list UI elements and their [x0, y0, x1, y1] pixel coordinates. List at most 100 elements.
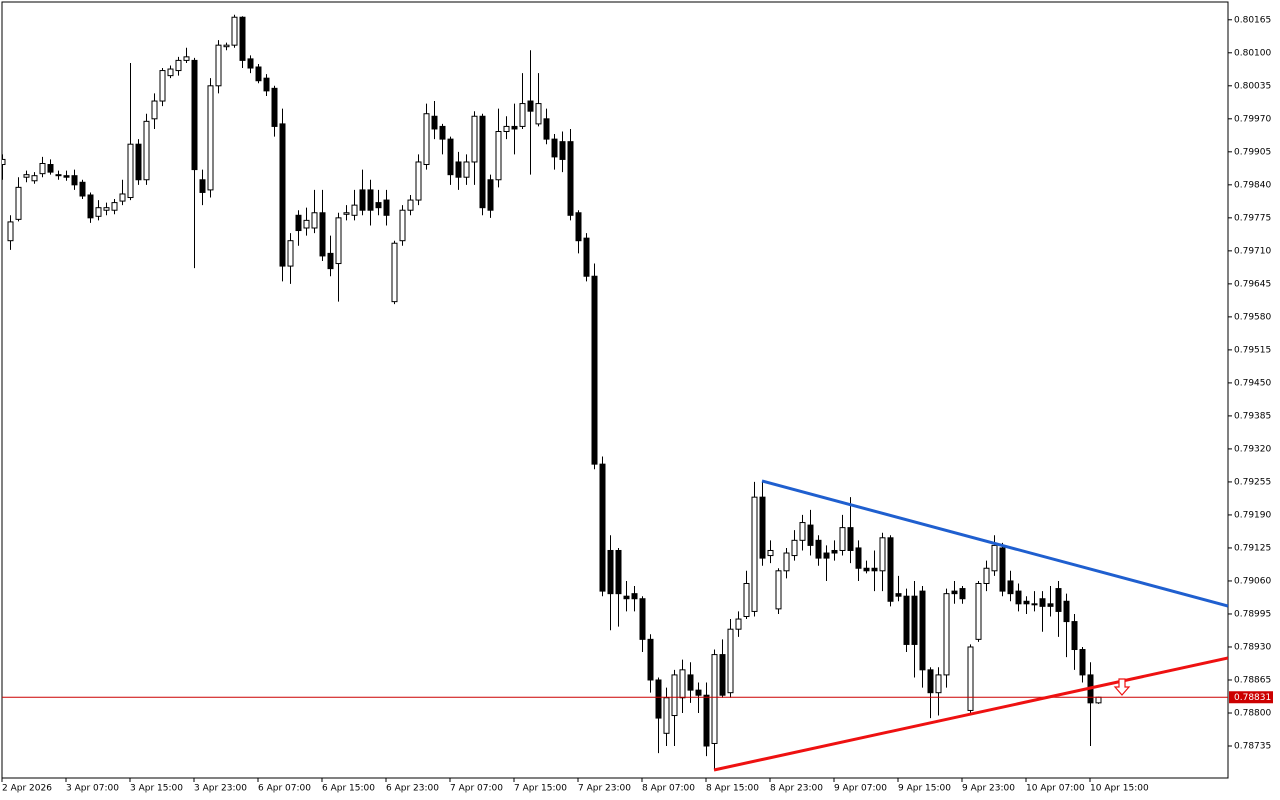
candle-body	[7, 221, 14, 242]
x-tick-label: 9 Apr 15:00	[898, 784, 951, 794]
candle-body	[247, 58, 254, 69]
candle-body	[967, 646, 974, 711]
candle-body	[855, 547, 862, 569]
candle-body	[103, 207, 110, 211]
candle-body	[223, 44, 230, 48]
candle-body	[687, 674, 694, 691]
candle-body	[159, 70, 166, 102]
x-tick-label: 9 Apr 23:00	[962, 784, 1015, 794]
candle-body	[919, 590, 926, 671]
candle-body	[655, 679, 662, 719]
x-tick-label: 3 Apr 07:00	[66, 784, 119, 794]
candle-body	[95, 207, 102, 217]
candle-body	[1055, 588, 1062, 612]
candle-body	[47, 164, 54, 173]
candle-body	[175, 59, 182, 72]
y-tick-label: 0.79450	[1234, 378, 1271, 388]
candle-body	[295, 214, 302, 232]
candle-body	[879, 537, 886, 572]
candle-body	[239, 16, 246, 61]
y-tick-label: 0.79970	[1234, 114, 1271, 124]
y-tick-label: 0.79905	[1234, 147, 1271, 157]
y-tick-label: 0.78735	[1234, 742, 1271, 752]
y-tick-label: 0.78800	[1234, 708, 1271, 718]
candle-body	[479, 115, 486, 209]
candle-body	[431, 115, 438, 130]
candle-body	[623, 595, 630, 600]
sell-arrow	[1113, 678, 1131, 696]
candle-body	[975, 582, 982, 640]
y-tick-label: 0.79190	[1234, 510, 1271, 520]
x-tick-label: 6 Apr 23:00	[386, 784, 439, 794]
candle-body	[327, 252, 334, 270]
candle-body	[1023, 600, 1030, 605]
candle-body	[279, 123, 286, 267]
candle-body	[23, 174, 30, 178]
candle-body	[959, 588, 966, 600]
candle-body	[39, 162, 46, 175]
candle-body	[423, 113, 430, 166]
candle-body	[559, 141, 566, 160]
candle-body	[263, 77, 270, 92]
candle-body	[215, 44, 222, 87]
candle-body	[119, 193, 126, 202]
candle-body	[991, 544, 998, 572]
candle-body	[191, 59, 198, 171]
candle-body	[111, 202, 118, 211]
x-tick-label: 3 Apr 15:00	[130, 784, 183, 794]
candle-body	[759, 496, 766, 559]
candle-body	[311, 212, 318, 229]
candle-body	[335, 217, 342, 265]
candle-body	[575, 212, 582, 242]
candle-body	[871, 567, 878, 572]
last-price-label: 0.78831	[1234, 693, 1271, 703]
candle-body	[287, 240, 294, 267]
candle-body	[199, 179, 206, 193]
candle-body	[903, 595, 910, 645]
candle-body	[791, 539, 798, 557]
candle-body	[167, 68, 174, 77]
candle-body	[807, 524, 814, 546]
x-tick-label: 8 Apr 23:00	[770, 784, 823, 794]
candle-body	[503, 125, 510, 133]
candle-body	[71, 175, 78, 186]
x-tick-label: 10 Apr 15:00	[1090, 784, 1149, 794]
x-tick-label: 7 Apr 23:00	[578, 784, 631, 794]
y-tick-label: 0.80100	[1234, 48, 1271, 58]
x-tick-label: 8 Apr 07:00	[642, 784, 695, 794]
y-tick-label: 0.78865	[1234, 675, 1271, 685]
candle-body	[911, 595, 918, 645]
candle-body	[207, 85, 214, 191]
candle-body	[1095, 696, 1102, 704]
candle-body	[599, 463, 606, 592]
candle-body	[775, 570, 782, 610]
y-tick-label: 0.78930	[1234, 642, 1271, 652]
candle-body	[87, 194, 94, 219]
candle-body	[1015, 590, 1022, 605]
candle-body	[455, 161, 462, 178]
y-tick-label: 0.79710	[1234, 246, 1271, 256]
y-tick-label: 0.79840	[1234, 180, 1271, 190]
drawings	[713, 479, 1228, 772]
candle-body	[2, 158, 6, 166]
candle-body	[799, 522, 806, 541]
candle-body	[647, 638, 654, 681]
candle-body	[415, 161, 422, 201]
candle-body	[487, 179, 494, 211]
candle-body	[719, 654, 726, 696]
resistance-trendline	[761, 479, 1228, 608]
candle-body	[543, 118, 550, 140]
candle-body	[135, 143, 142, 181]
candle-body	[983, 567, 990, 584]
candle-body	[399, 209, 406, 242]
y-tick-label: 0.79385	[1234, 411, 1271, 421]
candle-body	[367, 189, 374, 211]
candle-body	[639, 598, 646, 640]
x-tick-label: 6 Apr 07:00	[258, 784, 311, 794]
candle-body	[815, 539, 822, 559]
x-tick-label: 7 Apr 07:00	[450, 784, 503, 794]
y-tick-label: 0.79515	[1234, 345, 1271, 355]
y-tick-label: 0.80035	[1234, 81, 1271, 91]
